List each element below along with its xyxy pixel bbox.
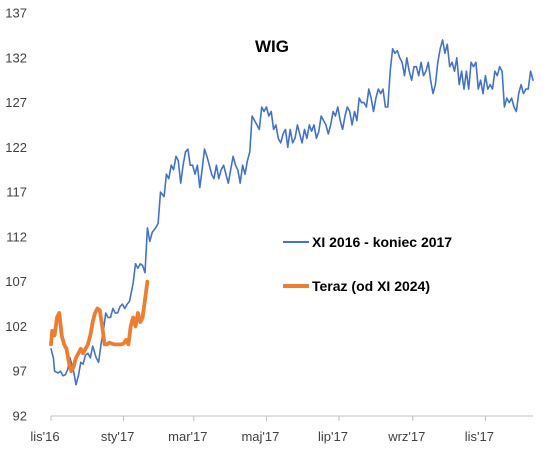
y-tick-label-9: 137 xyxy=(5,6,27,21)
x-axis-tick-labels: lis'16 sty'17 mar'17 maj'17 lip'17 wrz'17 lis'… xyxy=(30,429,494,444)
x-tick-label-5: wrz'17 xyxy=(387,429,425,444)
x-tick-label-1: sty'17 xyxy=(101,429,135,444)
x-axis-tick-marks xyxy=(50,416,486,421)
y-axis-tick-labels: 92 97 102 107 112 117 122 127 132 137 xyxy=(5,6,27,424)
y-tick-label-2: 102 xyxy=(5,319,27,334)
y-tick-label-5: 117 xyxy=(6,185,27,200)
y-tick-label-8: 132 xyxy=(5,50,27,65)
y-tick-label-3: 107 xyxy=(5,274,27,289)
x-tick-label-2: mar'17 xyxy=(168,429,207,444)
y-tick-label-0: 92 xyxy=(13,409,27,424)
series-layer xyxy=(49,39,534,386)
x-tick-label-4: lip'17 xyxy=(318,429,348,444)
legend-label-series-2: Teraz (od XI 2024) xyxy=(312,278,430,294)
x-tick-label-0: lis'16 xyxy=(30,429,59,444)
x-tick-label-3: maj'17 xyxy=(241,429,279,444)
series-line-1 xyxy=(50,39,534,386)
chart-title: WIG xyxy=(255,37,289,56)
y-tick-label-4: 112 xyxy=(6,229,27,244)
legend-label-series-1: XI 2016 - koniec 2017 xyxy=(312,234,452,250)
y-tick-label-6: 122 xyxy=(5,140,27,155)
series-line-2 xyxy=(49,279,150,374)
x-tick-label-6: lis'17 xyxy=(465,429,494,444)
y-tick-label-1: 97 xyxy=(13,364,27,379)
y-tick-label-7: 127 xyxy=(5,95,27,110)
legend: XI 2016 - koniec 2017 Teraz (od XI 2024) xyxy=(283,234,452,294)
